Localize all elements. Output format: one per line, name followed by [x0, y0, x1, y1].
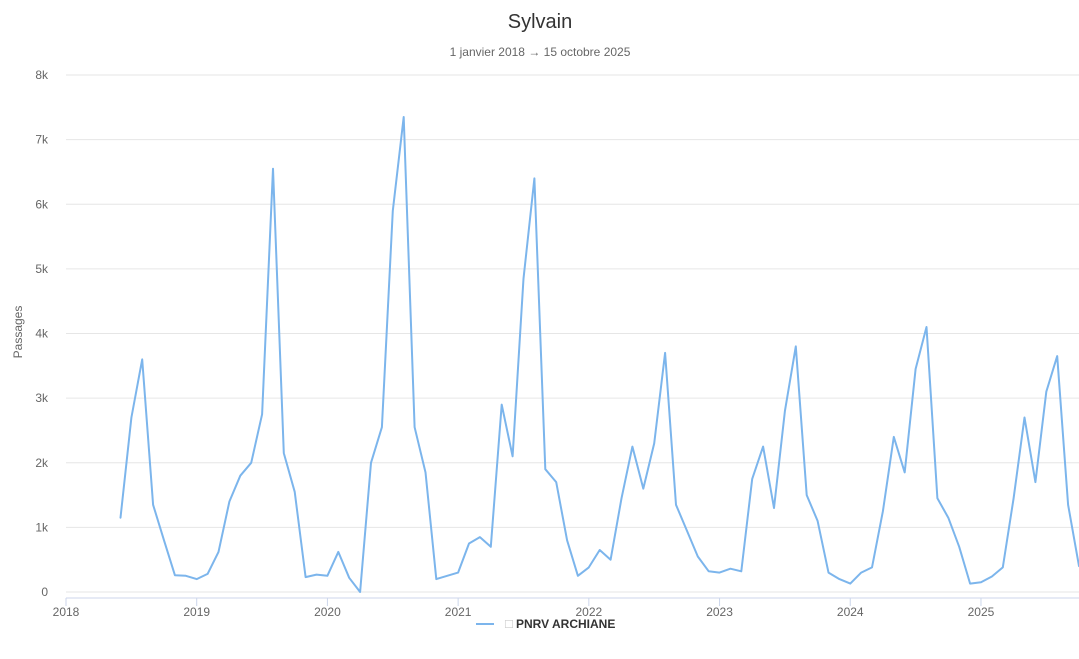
y-tick-label: 7k: [35, 133, 49, 147]
series-line-0[interactable]: [119, 116, 1079, 593]
y-tick-label: 1k: [35, 520, 49, 534]
y-tick-label: 8k: [35, 68, 49, 82]
x-tick-label: 2021: [445, 605, 472, 619]
y-axis-label: Passages: [11, 306, 25, 359]
y-axis-ticks: 0 1k 2k 3k 4k 5k 6k 7k 8k: [35, 68, 49, 599]
x-axis-ticks: 2018 2019 2020 2021 2022 2023 2024 2025: [53, 598, 995, 619]
legend-checkbox-icon[interactable]: ☐: [504, 619, 514, 631]
x-tick-label: 2018: [53, 605, 80, 619]
y-tick-label: 0: [41, 585, 48, 599]
series-layer: [119, 116, 1079, 593]
chart-title: Sylvain: [508, 11, 572, 33]
x-tick-label: 2022: [575, 605, 602, 619]
y-tick-label: 4k: [35, 327, 49, 341]
gridlines: [66, 74, 1079, 599]
x-tick-label: 2023: [706, 605, 733, 619]
x-tick-label: 2024: [837, 605, 864, 619]
y-tick-label: 6k: [35, 197, 49, 211]
y-tick-label: 3k: [35, 391, 49, 405]
chart-subtitle: 1 janvier 2018 → 15 octobre 2025: [450, 45, 631, 59]
legend[interactable]: ☐ PNRV ARCHIANE: [476, 617, 615, 631]
x-tick-label: 2020: [314, 605, 341, 619]
y-tick-label: 2k: [35, 456, 49, 470]
legend-item-label[interactable]: PNRV ARCHIANE: [516, 617, 615, 631]
x-tick-label: 2019: [183, 605, 210, 619]
y-tick-label: 5k: [35, 262, 49, 276]
x-tick-label: 2025: [968, 605, 995, 619]
